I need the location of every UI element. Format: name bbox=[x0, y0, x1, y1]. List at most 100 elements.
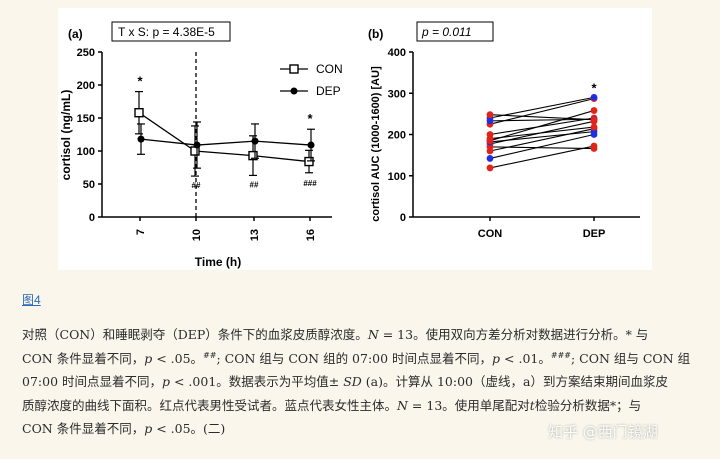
caption-text: < .001。数据表示为平均值± bbox=[170, 374, 344, 389]
y-tick-label: 50 bbox=[83, 179, 95, 191]
y-tick-label: 400 bbox=[388, 47, 406, 59]
figure-charts: (a) T x S: p = 4.38E-5 0 50 100 150 200 250 7 10 1… bbox=[59, 21, 640, 269]
data-point-con bbox=[486, 155, 494, 162]
caption-text: 对照（CON）和睡眠剥夺（DEP）条件下的血浆皮质醇浓度。 bbox=[22, 327, 368, 342]
caption-italic: p bbox=[162, 374, 171, 389]
y-tick-label: 0 bbox=[400, 212, 406, 224]
annotation-text: T x S: p = 4.38E-5 bbox=[118, 25, 215, 39]
significance-label: ### bbox=[303, 179, 317, 188]
panel-label: (b) bbox=[368, 27, 383, 41]
caption-italic: t bbox=[529, 397, 535, 413]
y-tick-label: 300 bbox=[388, 88, 406, 100]
data-point-dep bbox=[590, 116, 598, 124]
caption-italic: SD bbox=[343, 374, 362, 389]
y-tick-label: 200 bbox=[388, 130, 406, 142]
data-point-dep bbox=[590, 123, 598, 131]
data-point-con bbox=[486, 131, 494, 138]
panel-label: (a) bbox=[68, 27, 83, 41]
caption-text: CON 条件显着不同， bbox=[22, 421, 145, 436]
y-axis-title: cortisol AUC (1000-1600) [AU] bbox=[370, 66, 382, 222]
caption-text: CON 条件显着不同， bbox=[22, 350, 145, 366]
legend-marker bbox=[290, 87, 298, 95]
annotation-text: p = 0.011 bbox=[421, 25, 472, 39]
data-point-dep bbox=[193, 141, 201, 149]
data-point-dep bbox=[307, 141, 315, 149]
paired-line bbox=[489, 114, 595, 121]
significance-label: ## bbox=[192, 181, 201, 190]
watermark: 知乎 @西门镜湖 bbox=[548, 423, 658, 441]
data-point-con bbox=[134, 108, 144, 118]
y-tick-label: 100 bbox=[388, 171, 406, 183]
caption-text: ; CON 组与 CON 组的 07:00 时间点显着不同， bbox=[216, 350, 493, 366]
x-tick-label: 13 bbox=[249, 229, 261, 241]
legend-label: CON bbox=[316, 62, 343, 76]
y-tick-label: 200 bbox=[77, 80, 95, 92]
paired-line bbox=[489, 146, 595, 150]
paired-line bbox=[489, 131, 595, 143]
caption-line: 质醇浓度的曲线下面积。红点代表男性受试者。蓝点代表女性主体。N = 13。使用单… bbox=[22, 394, 702, 418]
paired-line bbox=[489, 145, 595, 169]
legend-label: DEP bbox=[316, 84, 341, 98]
y-axis-title: cortisol (ng/mL) bbox=[59, 90, 73, 181]
paired-line bbox=[489, 98, 595, 125]
significance-label: * bbox=[591, 80, 597, 95]
caption-superscript: ### bbox=[550, 350, 571, 360]
annotation-box bbox=[416, 21, 494, 42]
data-point-dep bbox=[590, 145, 598, 152]
caption-text: = 13。使用双向方差分析对数据进行分析。* 与 bbox=[378, 327, 649, 342]
x-tick-label: CON bbox=[478, 228, 503, 240]
significance-label: ## bbox=[250, 180, 259, 189]
x-tick-label: 7 bbox=[135, 229, 147, 235]
y-tick-label: 100 bbox=[77, 146, 95, 158]
data-point-dep bbox=[251, 137, 259, 145]
y-tick-label: 0 bbox=[89, 212, 95, 224]
x-tick-label: DEP bbox=[583, 228, 606, 240]
data-point-dep bbox=[590, 107, 598, 114]
data-point-con bbox=[486, 111, 494, 119]
caption-superscript: ## bbox=[203, 350, 217, 360]
caption-italic: N bbox=[367, 327, 379, 342]
caption-line: CON 条件显着不同，p < .05。##; CON 组与 CON 组的 07:… bbox=[22, 347, 702, 371]
paired-line bbox=[489, 110, 595, 142]
x-tick-label: 10 bbox=[191, 229, 203, 241]
caption-line: 07:00 时间点显着不同，p < .001。数据表示为平均值± SD (a)。… bbox=[22, 370, 702, 394]
series-line-dep bbox=[140, 138, 312, 146]
legend: CON DEP bbox=[280, 62, 343, 98]
caption-text: < .05。(二) bbox=[152, 421, 226, 436]
annotation-box bbox=[111, 21, 231, 42]
caption-text: (a)。计算从 10:00（虚线，a）到方案结束期间血浆皮 bbox=[361, 374, 668, 389]
series-line-con bbox=[138, 112, 310, 163]
caption-text: < .05。 bbox=[152, 350, 204, 366]
caption-text: ; CON 组与 CON 组 bbox=[570, 350, 691, 366]
figure-link[interactable]: 图4 bbox=[22, 293, 41, 307]
caption-italic: p bbox=[492, 350, 501, 366]
y-tick-label: 250 bbox=[77, 47, 95, 59]
paired-line bbox=[489, 96, 595, 119]
significance-label: * bbox=[307, 111, 313, 126]
caption-italic: p bbox=[144, 350, 153, 366]
paired-line bbox=[489, 126, 595, 140]
paired-line bbox=[489, 118, 595, 122]
y-tick-label: 150 bbox=[77, 113, 95, 125]
caption-line: 对照（CON）和睡眠剥夺（DEP）条件下的血浆皮质醇浓度。N = 13。使用双向… bbox=[22, 323, 702, 347]
data-point-con bbox=[304, 156, 314, 167]
caption-text: 质醇浓度的曲线下面积。红点代表男性受试者。蓝点代表女性主体。 bbox=[22, 397, 398, 413]
data-point-dep bbox=[137, 135, 145, 143]
x-tick-label: 16 bbox=[305, 229, 317, 241]
data-point-con bbox=[248, 150, 258, 161]
caption-italic: N bbox=[397, 397, 408, 413]
caption-italic: p bbox=[144, 421, 153, 436]
significance-label: * bbox=[137, 74, 143, 89]
figure-image: (a) T x S: p = 4.38E-5 0 50 100 150 200 250 7 10 1… bbox=[58, 8, 652, 270]
legend-marker bbox=[289, 64, 299, 74]
data-point-dep bbox=[590, 93, 598, 101]
x-axis-title: Time (h) bbox=[195, 255, 241, 269]
caption-text: < .01。 bbox=[500, 350, 551, 366]
paired-line bbox=[489, 133, 595, 159]
caption-text: 检验分析数据*；与 bbox=[534, 397, 642, 413]
caption-line: CON 条件显着不同，p < .05。(二) bbox=[22, 417, 702, 441]
caption-text: = 13。使用单尾配对 bbox=[407, 397, 530, 413]
paired-line bbox=[489, 117, 595, 136]
caption-text: 07:00 时间点显着不同， bbox=[22, 374, 162, 389]
